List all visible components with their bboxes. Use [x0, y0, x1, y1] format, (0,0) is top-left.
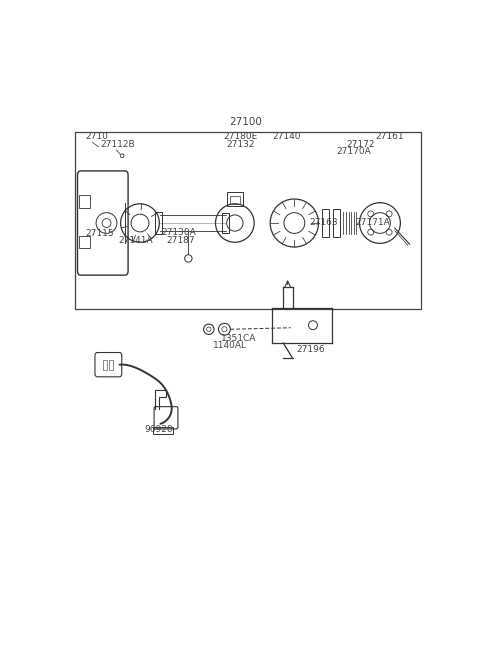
Text: 2710: 2710: [85, 131, 108, 141]
Bar: [334, 209, 340, 237]
Bar: [322, 209, 329, 237]
Text: 27112B: 27112B: [100, 140, 135, 148]
Text: 27100: 27100: [229, 117, 263, 127]
Text: 27161: 27161: [375, 131, 404, 141]
Text: 27187: 27187: [166, 236, 195, 245]
Text: 27172: 27172: [347, 140, 375, 148]
Text: 27140: 27140: [273, 131, 301, 141]
Bar: [155, 212, 162, 234]
Bar: [222, 213, 228, 233]
Text: 27180E: 27180E: [224, 131, 258, 141]
Text: 27141A: 27141A: [119, 236, 154, 245]
Text: 27115: 27115: [85, 229, 114, 238]
Text: 27130A: 27130A: [161, 228, 196, 237]
Text: 27170A: 27170A: [336, 147, 371, 156]
Bar: [109, 359, 113, 370]
Bar: [79, 195, 90, 208]
Text: 27196: 27196: [297, 345, 325, 354]
Text: 1140AL: 1140AL: [213, 341, 247, 350]
Text: 96920: 96920: [144, 425, 173, 434]
Bar: [75, 132, 421, 309]
Bar: [79, 236, 90, 248]
Text: 27163: 27163: [309, 217, 338, 227]
Bar: [103, 359, 107, 370]
Bar: [227, 192, 243, 206]
Text: 1351CA: 1351CA: [221, 334, 256, 343]
Text: 27171A: 27171A: [356, 217, 391, 227]
Text: 27132: 27132: [227, 140, 255, 148]
Bar: [229, 196, 240, 204]
Bar: [153, 427, 173, 434]
